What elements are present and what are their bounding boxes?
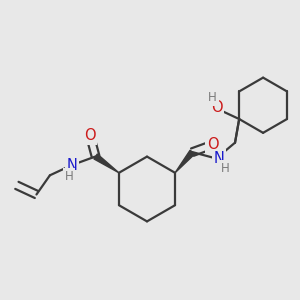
Text: O: O (84, 128, 96, 143)
Text: O: O (207, 137, 218, 152)
Text: H: H (65, 170, 74, 183)
Text: O: O (211, 100, 222, 115)
Text: N: N (66, 158, 77, 173)
Polygon shape (175, 150, 195, 173)
Polygon shape (94, 154, 119, 173)
Text: N: N (213, 151, 224, 166)
Text: H: H (208, 91, 217, 104)
Text: H: H (221, 162, 230, 175)
